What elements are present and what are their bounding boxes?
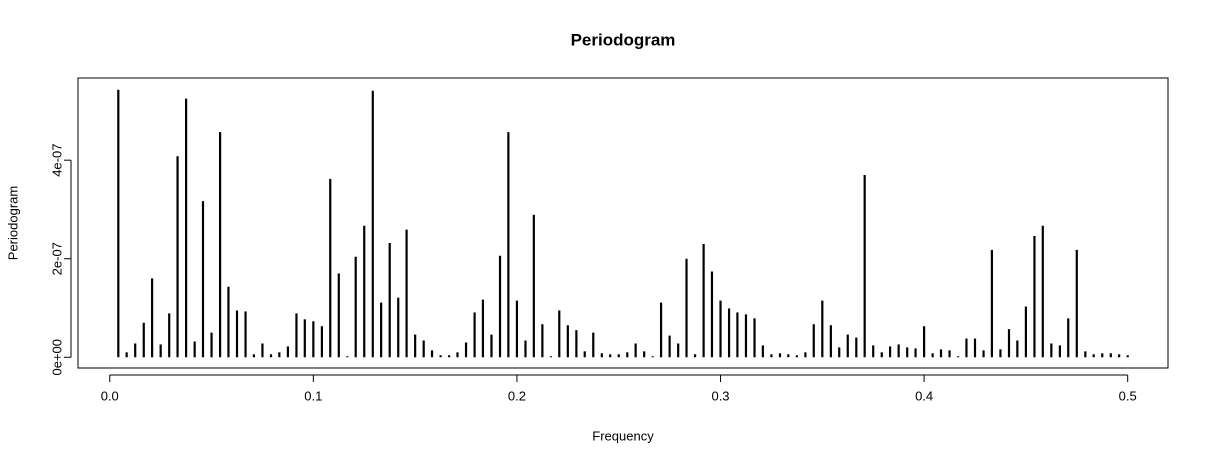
x-tick-label: 0.5 (1119, 388, 1137, 403)
x-tick-label: 0.3 (711, 388, 729, 403)
chart-title: Periodogram (571, 30, 676, 49)
x-tick-label: 0.4 (915, 388, 933, 403)
x-axis-label: Frequency (592, 428, 654, 443)
x-tick-label: 0.1 (304, 388, 322, 403)
y-tick-label: 2e-07 (49, 242, 64, 275)
y-axis-label: Periodogram (5, 186, 20, 260)
y-tick-label: 4e-07 (49, 144, 64, 177)
x-tick-label: 0.0 (101, 388, 119, 403)
x-tick-label: 0.2 (508, 388, 526, 403)
y-tick-label: 0e+00 (49, 339, 64, 376)
plot-frame (77, 77, 1169, 369)
